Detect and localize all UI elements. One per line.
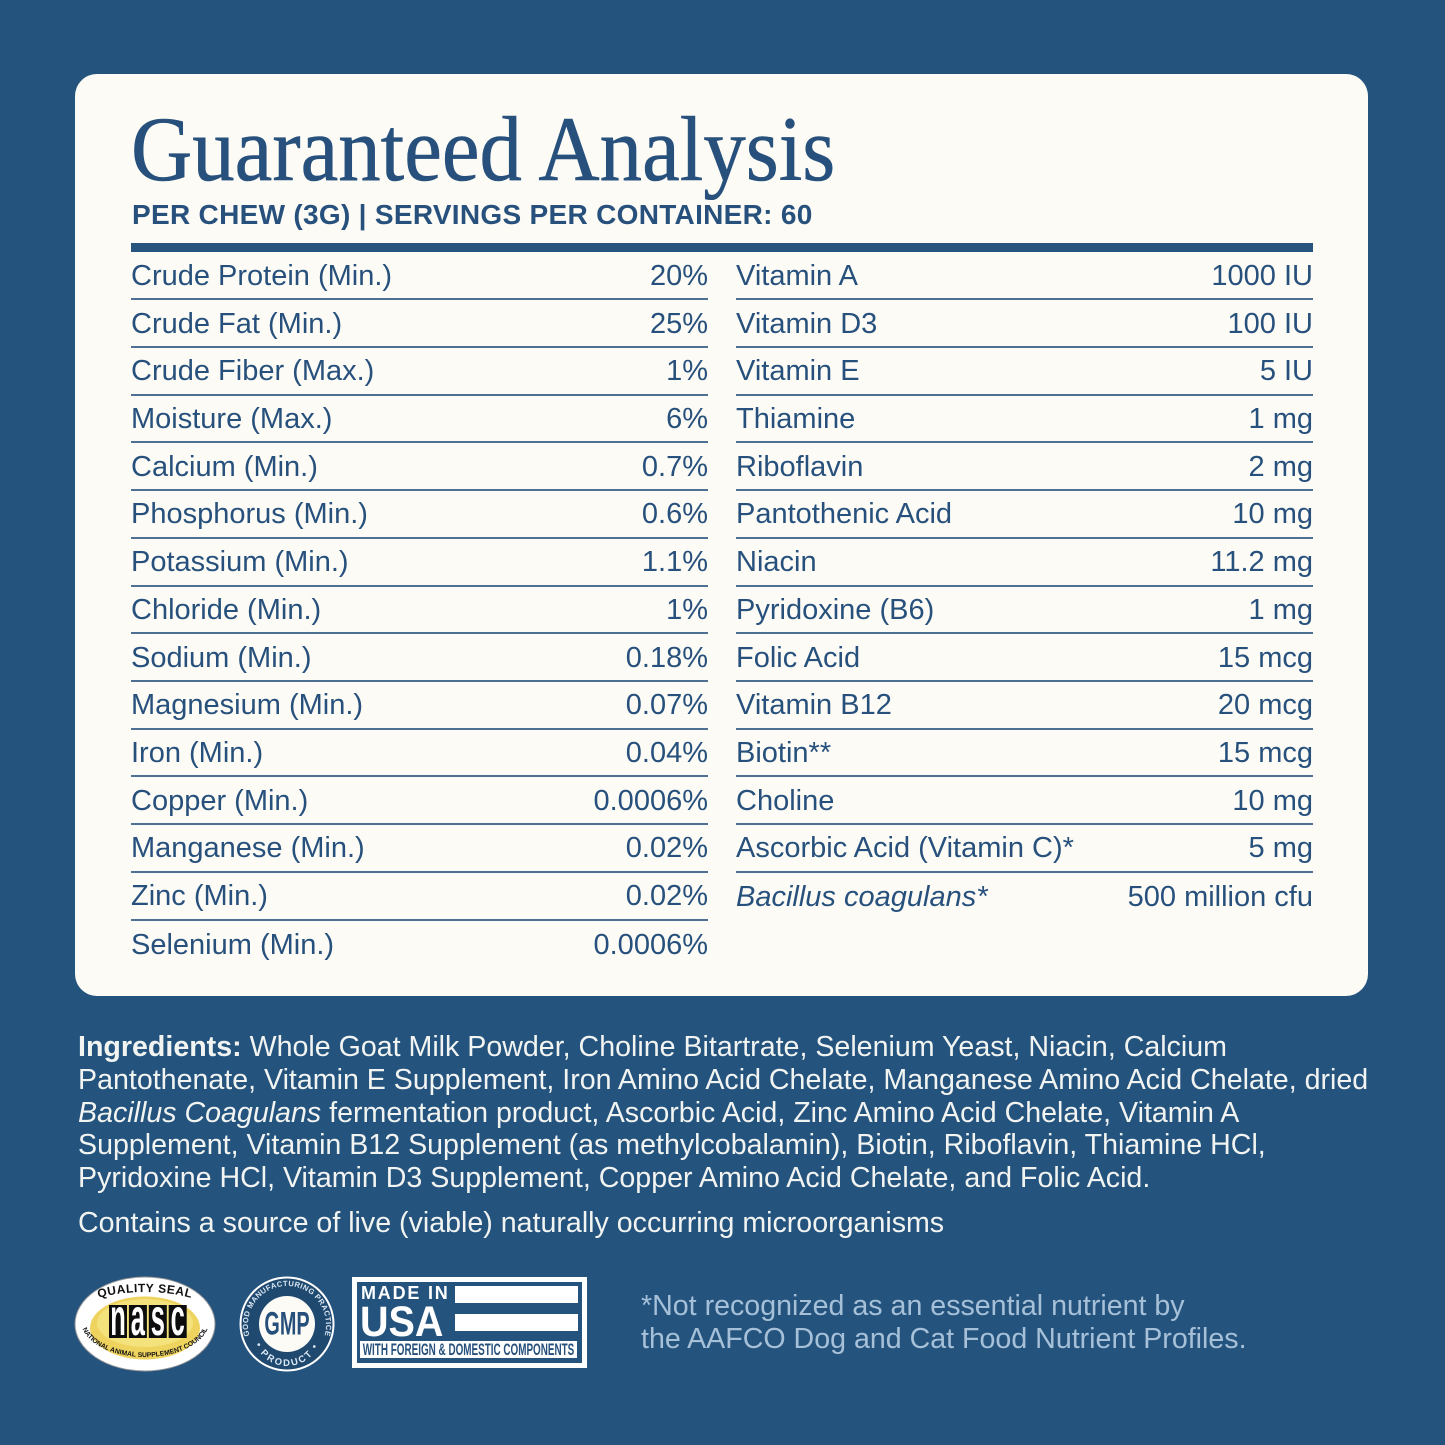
- svg-text:MADE IN: MADE IN: [361, 1283, 450, 1303]
- svg-text:s: s: [151, 1288, 165, 1346]
- svg-text:QUALITY SEAL: QUALITY SEAL: [96, 1281, 194, 1301]
- svg-text:a: a: [131, 1288, 146, 1346]
- svg-text:USA: USA: [360, 1297, 443, 1345]
- svg-text:n: n: [110, 1288, 126, 1346]
- svg-text:GMP: GMP: [264, 1306, 309, 1342]
- svg-text:c: c: [171, 1288, 185, 1346]
- svg-text:WITH FOREIGN & DOMESTIC COMPON: WITH FOREIGN & DOMESTIC COMPONENTS: [363, 1340, 575, 1358]
